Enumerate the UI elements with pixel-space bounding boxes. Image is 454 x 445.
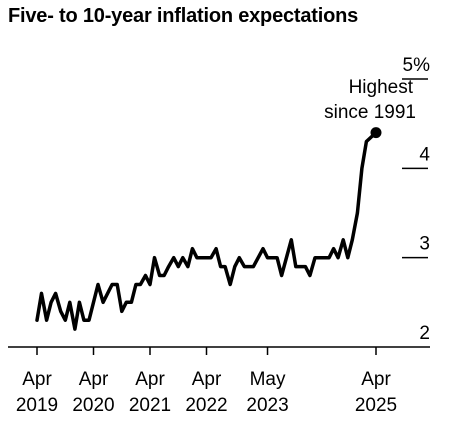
x-tick-month: Apr [22,369,52,390]
x-tick-month: Apr [79,369,109,390]
y-tick-label: 2 [419,323,430,344]
x-tick-year: 2022 [185,395,227,416]
y-axis: 2 3 4 5% [402,55,430,344]
annotation-line1: Highest [349,77,414,98]
x-tick-year: 2023 [246,395,288,416]
annotation-layer: Highest since 1991 [324,77,416,123]
highest-point-marker [370,127,382,139]
x-tick-year: 2025 [355,395,397,416]
series-line [35,130,378,331]
x-axis: Apr 2019 Apr 2020 Apr 2021 Apr 2022 May 2023 Apr 20… [8,346,430,416]
series-layer [35,127,382,331]
x-tick-year: 2019 [16,395,58,416]
x-tick-month: Apr [192,369,222,390]
y-tick-label: 4 [419,144,430,165]
x-tick-year: 2020 [72,395,114,416]
x-tick-month: Apr [135,369,165,390]
y-tick-label: 5% [403,55,431,76]
x-tick-year: 2021 [129,395,171,416]
x-tick-month: Apr [361,369,391,390]
x-tick-month: May [250,369,286,390]
y-tick-label: 3 [419,234,430,255]
annotation-line2: since 1991 [324,102,416,123]
chart-title: Five- to 10-year inflation expectations [8,5,359,27]
